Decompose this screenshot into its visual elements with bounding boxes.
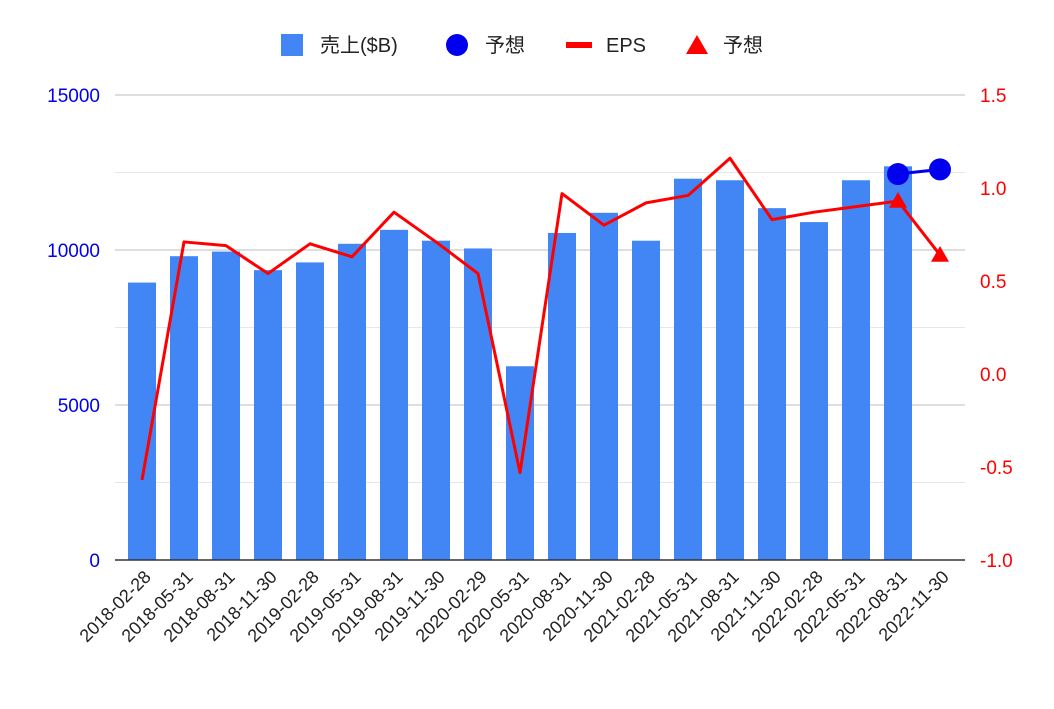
- bar-sales-2021-08-31: [716, 180, 744, 560]
- bar-sales-2022-08-31: [884, 166, 912, 561]
- bar-sales-2019-02-28: [296, 262, 324, 560]
- bar-sales-2020-02-29: [464, 248, 492, 560]
- grid: [115, 94, 965, 483]
- bars: [128, 166, 912, 561]
- y-right-tick-label: -1.0: [980, 551, 1013, 572]
- y-left-tick-label: 0: [89, 551, 100, 572]
- bar-sales-2021-02-28: [632, 240, 660, 560]
- y-right-tick-label: 0.0: [980, 365, 1006, 386]
- bar-sales-2022-05-31: [842, 180, 870, 560]
- bar-sales-2018-05-31: [170, 256, 198, 560]
- bar-sales-2021-11-30: [758, 208, 786, 560]
- legend: 売上($B) 予想 EPS 予想: [281, 34, 763, 57]
- y-left-tick-label: 10000: [47, 241, 100, 262]
- legend-label: 予想: [723, 34, 763, 57]
- bar-sales-2020-08-31: [548, 232, 576, 560]
- legend-eps-swatch: [566, 42, 592, 48]
- legend-sales-swatch: [281, 34, 303, 56]
- bar-sales-2022-02-28: [800, 222, 828, 560]
- y-right-tick-label: 1.5: [980, 86, 1006, 107]
- bar-sales-2019-08-31: [380, 229, 408, 560]
- bar-sales-2019-05-31: [338, 243, 366, 561]
- bar-sales-2021-05-31: [674, 178, 702, 560]
- legend-label: EPS: [606, 35, 646, 57]
- marker-forecast-sales-2022-08-31: [887, 163, 909, 186]
- bar-sales-2019-11-30: [422, 240, 450, 560]
- y-right-tick-label: 0.5: [980, 272, 1006, 293]
- y-left-tick-label: 15000: [47, 86, 100, 107]
- marker-forecast-eps-2022-08-31: [889, 192, 907, 208]
- y-left-tick-label: 5000: [58, 396, 100, 417]
- line-eps: [140, 156, 899, 481]
- line-forecast-eps: [896, 200, 942, 256]
- y-right-tick-label: 1.0: [980, 179, 1006, 200]
- legend-label: 売上($B): [320, 34, 398, 57]
- y-right-tick-label: -0.5: [980, 458, 1013, 479]
- bar-sales-2018-08-31: [212, 251, 240, 561]
- legend-forecast-sales-swatch: [446, 34, 468, 56]
- marker-forecast-sales-2022-11-30: [929, 158, 951, 181]
- markers: [887, 158, 951, 262]
- bar-sales-2020-11-30: [590, 212, 618, 561]
- legend-label: 予想: [485, 34, 525, 57]
- legend-forecast-eps-swatch: [686, 35, 708, 54]
- bar-sales-2018-11-30: [254, 270, 282, 560]
- marker-forecast-eps-2022-11-30: [931, 245, 949, 262]
